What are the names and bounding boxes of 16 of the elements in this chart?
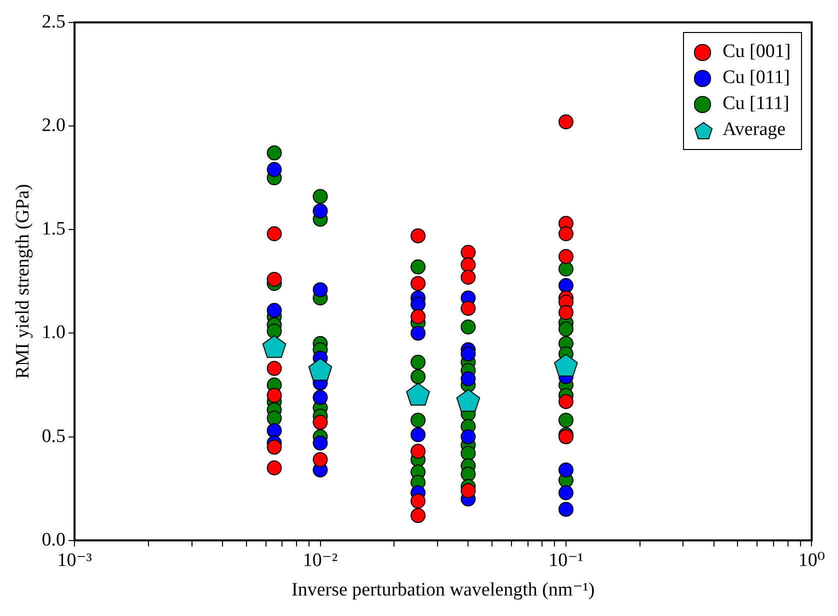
- y-axis-title: RMI yield strength (GPa): [12, 184, 34, 379]
- x-tick-label: 10⁻¹: [548, 550, 584, 571]
- y-tick-label: 1.5: [42, 218, 66, 240]
- legend-label: Average: [722, 118, 786, 142]
- y-tick-label: 0.5: [42, 426, 66, 447]
- y-tick-label: 0.0: [42, 529, 66, 550]
- legend-label: Cu [111]: [722, 92, 790, 116]
- x-tick-label: 10⁻²: [302, 550, 338, 571]
- y-tick-label: 2.0: [42, 114, 66, 136]
- x-tick-label: 10⁻³: [57, 550, 92, 571]
- y-tick-label: 2.5: [42, 11, 66, 32]
- legend-label: Cu [001]: [722, 40, 791, 64]
- x-tick-label: 10⁰: [798, 550, 826, 571]
- legend-label: Cu [011]: [722, 66, 790, 90]
- y-tick-label: 1.0: [42, 322, 66, 344]
- x-axis-title: Inverse perturbation wavelength (nm⁻¹): [291, 580, 595, 601]
